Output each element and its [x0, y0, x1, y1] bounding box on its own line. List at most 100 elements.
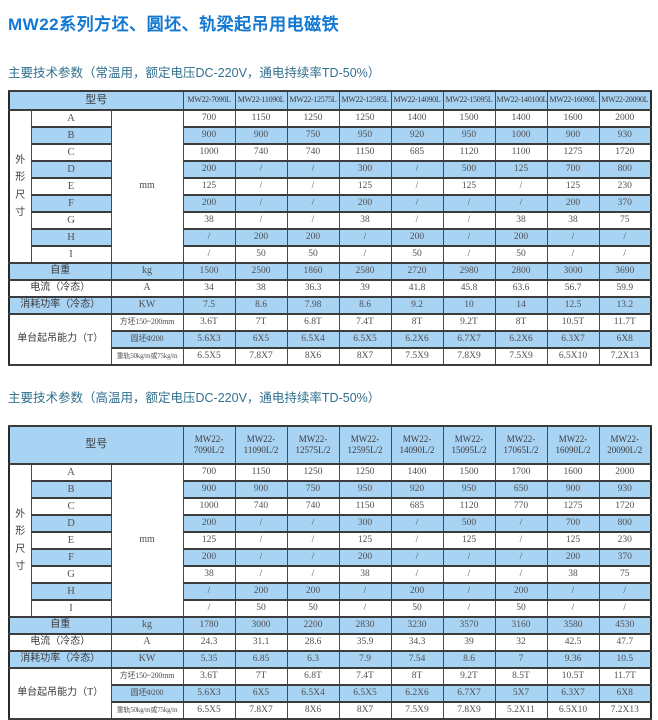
- spec-row-label: 自重: [8, 616, 112, 635]
- spec-table: 型号 MW22- 7090L/2 MW22- 11090L/2 MW22- 12575L/2…: [8, 425, 652, 720]
- capacity-value: 7.8X7: [234, 347, 288, 366]
- spec-row-label: 自重: [8, 262, 112, 281]
- dimension-value: /: [390, 531, 444, 550]
- spec-value: 34: [182, 279, 236, 298]
- dimension-value: 1500: [442, 109, 496, 128]
- capacity-value: 10.5T: [546, 667, 600, 686]
- dimension-value: 740: [234, 143, 288, 162]
- spec-value: 39: [338, 279, 392, 298]
- dimension-value: 1250: [338, 463, 392, 482]
- dimension-value: 370: [598, 548, 652, 567]
- dimension-value: /: [286, 531, 340, 550]
- spec-row-label: 电流（冷态）: [8, 633, 112, 652]
- spec-value: 32: [494, 633, 548, 652]
- dimension-value: /: [494, 531, 548, 550]
- spec-value: 3570: [442, 616, 496, 635]
- dimension-value: /: [546, 599, 600, 618]
- capacity-row-label: 方坯150~200mm: [110, 313, 184, 332]
- dimension-value: 200: [234, 582, 288, 601]
- capacity-value: 11.7T: [598, 313, 652, 332]
- dimension-value: /: [338, 228, 392, 247]
- dimension-value: /: [234, 160, 288, 179]
- dimension-value: /: [494, 548, 548, 567]
- dimension-value: /: [182, 228, 236, 247]
- dimension-value: 750: [286, 480, 340, 499]
- dimension-value: /: [234, 177, 288, 196]
- capacity-value: 6.5X5: [182, 347, 236, 366]
- capacity-value: 9.2T: [442, 667, 496, 686]
- dimension-value: 75: [598, 565, 652, 584]
- capacity-row-label: 重轨50kg/m或75kg/m: [110, 701, 184, 720]
- dimension-value: 1100: [494, 143, 548, 162]
- dimension-value: /: [494, 565, 548, 584]
- spec-value: 2980: [442, 262, 496, 281]
- capacity-value: 3.6T: [182, 313, 236, 332]
- dimensions-group-label: 外形尺寸: [8, 463, 32, 618]
- table2-subtitle: 主要技术参数（高温用，额定电压DC-220V，通电持续率TD-50%）: [8, 391, 381, 405]
- capacity-value: 6X8: [598, 684, 652, 703]
- dimension-value: 200: [546, 194, 600, 213]
- spec-value: 7: [494, 650, 548, 669]
- spec-value: 4530: [598, 616, 652, 635]
- dimension-value: 1275: [546, 143, 600, 162]
- model-header: MW22- 20090L/2: [598, 425, 652, 465]
- model-header: MW22-7090L: [182, 90, 236, 111]
- table2-high-temp: 型号 MW22- 7090L/2 MW22- 11090L/2 MW22- 12575L/2…: [8, 425, 652, 720]
- dimension-value: /: [494, 177, 548, 196]
- dimension-value: /: [286, 211, 340, 230]
- dimension-value: /: [442, 565, 496, 584]
- dimension-value: 740: [234, 497, 288, 516]
- spec-value: 45.8: [442, 279, 496, 298]
- dimension-value: 38: [546, 565, 600, 584]
- dimension-value: 200: [494, 582, 548, 601]
- dimension-value: /: [390, 211, 444, 230]
- dimension-value: 125: [182, 177, 236, 196]
- model-header: MW22- 15095L/2: [442, 425, 496, 465]
- dimension-value: 1600: [546, 463, 600, 482]
- model-header: MW22-15095L: [442, 90, 496, 111]
- dimension-row-label: A: [30, 463, 112, 482]
- dimension-value: 200: [390, 582, 444, 601]
- dimension-row-label: C: [30, 143, 112, 162]
- dimension-row-label: F: [30, 194, 112, 213]
- dimension-value: 2000: [598, 463, 652, 482]
- model-column-header: 型号: [8, 425, 184, 465]
- dimension-value: /: [234, 531, 288, 550]
- capacity-value: 6.3X7: [546, 684, 600, 703]
- dimension-value: 1400: [390, 109, 444, 128]
- spec-value: 1500: [182, 262, 236, 281]
- capacity-value: 11.7T: [598, 667, 652, 686]
- capacity-value: 6.7X7: [442, 330, 496, 349]
- dimension-value: 200: [286, 582, 340, 601]
- capacity-value: 7.4T: [338, 313, 392, 332]
- dimension-value: /: [182, 582, 236, 601]
- spec-value: 3230: [390, 616, 444, 635]
- dimension-value: 200: [182, 160, 236, 179]
- model-header: MW22-11090L: [234, 90, 288, 111]
- dimension-value: 50: [234, 245, 288, 264]
- dimension-row-label: C: [30, 497, 112, 516]
- spec-value: 9.36: [546, 650, 600, 669]
- dimension-value: 300: [338, 160, 392, 179]
- dimension-value: 230: [598, 177, 652, 196]
- spec-value: 3000: [234, 616, 288, 635]
- spec-row-unit: kg: [110, 262, 184, 281]
- spec-value: 8.6: [234, 296, 288, 315]
- spec-row-unit: kg: [110, 616, 184, 635]
- dimension-value: 1150: [234, 109, 288, 128]
- dimension-value: 50: [390, 245, 444, 264]
- dimension-value: 930: [598, 126, 652, 145]
- model-header: MW22- 7090L/2: [182, 425, 236, 465]
- dimension-value: /: [338, 582, 392, 601]
- dimension-value: /: [234, 548, 288, 567]
- dimension-value: 50: [286, 245, 340, 264]
- capacity-value: 7.8X9: [442, 701, 496, 720]
- capacity-value: 6.8T: [286, 667, 340, 686]
- capacity-value: 6.2X6: [494, 330, 548, 349]
- dimension-value: /: [390, 548, 444, 567]
- spec-value: 36.3: [286, 279, 340, 298]
- capacity-value: 6.3X7: [546, 330, 600, 349]
- model-column-header: 型号: [8, 90, 184, 111]
- model-header: MW22- 11090L/2: [234, 425, 288, 465]
- dimension-value: 1720: [598, 143, 652, 162]
